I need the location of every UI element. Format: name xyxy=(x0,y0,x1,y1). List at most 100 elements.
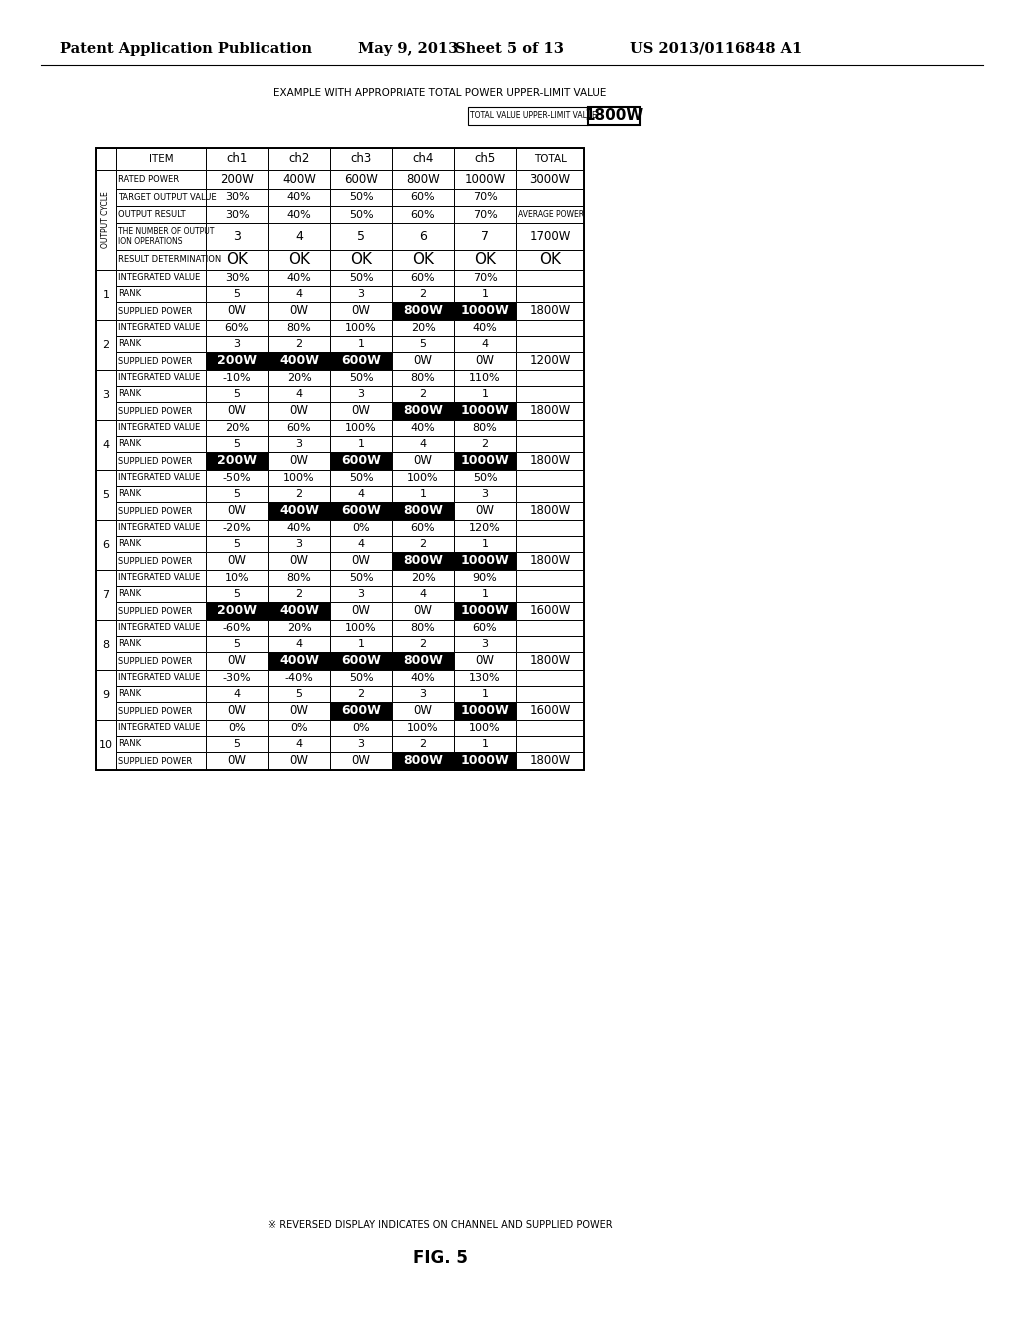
Bar xyxy=(330,586,392,602)
Bar xyxy=(206,319,268,337)
Bar xyxy=(268,148,330,170)
Bar xyxy=(454,206,516,223)
Bar xyxy=(516,206,584,223)
Bar xyxy=(96,620,116,671)
Bar xyxy=(330,520,392,536)
Text: SUPPLIED POWER: SUPPLIED POWER xyxy=(119,306,193,315)
Bar xyxy=(116,470,206,486)
Bar xyxy=(330,451,392,470)
Text: 40%: 40% xyxy=(287,193,311,202)
Bar xyxy=(454,719,516,737)
Text: 0W: 0W xyxy=(290,705,308,718)
Bar xyxy=(206,636,268,652)
Bar xyxy=(268,719,330,737)
Bar xyxy=(454,249,516,271)
Text: RANK: RANK xyxy=(119,689,141,698)
Text: 4: 4 xyxy=(102,440,110,450)
Text: -50%: -50% xyxy=(222,473,251,483)
Text: 1000W: 1000W xyxy=(461,305,509,318)
Bar xyxy=(516,337,584,352)
Text: 1800W: 1800W xyxy=(529,554,570,568)
Bar xyxy=(116,520,206,536)
Text: 0W: 0W xyxy=(290,554,308,568)
Bar xyxy=(330,719,392,737)
Bar xyxy=(268,206,330,223)
Text: 5: 5 xyxy=(233,739,241,748)
Text: 0%: 0% xyxy=(352,523,370,533)
Text: 2: 2 xyxy=(420,739,427,748)
Text: Patent Application Publication: Patent Application Publication xyxy=(60,42,312,55)
Bar xyxy=(268,737,330,752)
Bar xyxy=(116,586,206,602)
Bar xyxy=(268,502,330,520)
Text: 800W: 800W xyxy=(403,554,443,568)
Bar xyxy=(268,570,330,586)
Text: 5: 5 xyxy=(233,589,241,599)
Bar xyxy=(330,620,392,636)
Bar xyxy=(206,586,268,602)
Text: 40%: 40% xyxy=(473,323,498,333)
Bar xyxy=(392,652,454,671)
Text: 1800W: 1800W xyxy=(529,755,570,767)
Bar xyxy=(206,620,268,636)
Bar xyxy=(116,385,206,403)
Bar xyxy=(116,286,206,302)
Text: 0W: 0W xyxy=(290,305,308,318)
Text: 40%: 40% xyxy=(411,422,435,433)
Bar xyxy=(330,502,392,520)
Bar xyxy=(96,148,584,770)
Bar xyxy=(268,536,330,552)
Bar xyxy=(516,536,584,552)
Bar xyxy=(392,602,454,620)
Text: 3: 3 xyxy=(102,389,110,400)
Text: 200W: 200W xyxy=(220,173,254,186)
Text: 0W: 0W xyxy=(290,454,308,467)
Bar xyxy=(330,636,392,652)
Bar xyxy=(330,385,392,403)
Text: 800W: 800W xyxy=(403,755,443,767)
Text: 4: 4 xyxy=(481,339,488,348)
Bar xyxy=(454,502,516,520)
Bar xyxy=(96,370,116,420)
Bar xyxy=(330,352,392,370)
Text: US 2013/0116848 A1: US 2013/0116848 A1 xyxy=(630,42,802,55)
Text: 1: 1 xyxy=(357,339,365,348)
Text: 20%: 20% xyxy=(287,374,311,383)
Bar xyxy=(454,286,516,302)
Text: 1: 1 xyxy=(481,739,488,748)
Bar xyxy=(268,652,330,671)
Bar xyxy=(96,570,116,620)
Bar xyxy=(206,470,268,486)
Text: 200W: 200W xyxy=(217,355,257,367)
Bar xyxy=(268,620,330,636)
Text: 1: 1 xyxy=(481,389,488,399)
Text: 30%: 30% xyxy=(224,210,249,219)
Bar xyxy=(206,502,268,520)
Bar xyxy=(116,319,206,337)
Text: 5: 5 xyxy=(296,689,302,700)
Text: 5: 5 xyxy=(233,440,241,449)
Bar xyxy=(206,436,268,451)
Text: 9: 9 xyxy=(102,690,110,700)
Bar xyxy=(392,636,454,652)
Text: TARGET OUTPUT VALUE: TARGET OUTPUT VALUE xyxy=(119,193,217,202)
Text: 5: 5 xyxy=(233,289,241,300)
Text: 50%: 50% xyxy=(349,673,374,682)
Bar xyxy=(268,686,330,702)
Text: 400W: 400W xyxy=(279,355,319,367)
Bar xyxy=(96,420,116,470)
Bar xyxy=(268,223,330,249)
Text: 2: 2 xyxy=(357,689,365,700)
Bar xyxy=(330,652,392,671)
Text: 800W: 800W xyxy=(403,655,443,668)
Text: RANK: RANK xyxy=(119,389,141,399)
Text: 800W: 800W xyxy=(403,305,443,318)
Text: ch3: ch3 xyxy=(350,153,372,165)
Text: 1000W: 1000W xyxy=(461,605,509,618)
Text: THE NUMBER OF OUTPUT
ION OPERATIONS: THE NUMBER OF OUTPUT ION OPERATIONS xyxy=(119,227,215,247)
Bar xyxy=(116,502,206,520)
Bar xyxy=(268,486,330,502)
Text: 50%: 50% xyxy=(349,210,374,219)
Bar xyxy=(96,319,116,370)
Bar xyxy=(454,702,516,719)
